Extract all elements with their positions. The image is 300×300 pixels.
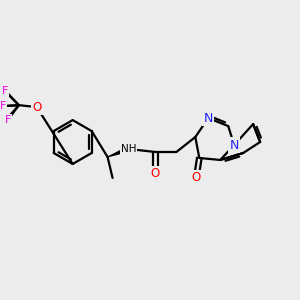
- Text: O: O: [151, 167, 160, 180]
- Text: NH: NH: [121, 144, 136, 154]
- Text: F: F: [5, 115, 11, 125]
- Text: N: N: [230, 139, 239, 152]
- Polygon shape: [107, 146, 130, 158]
- Text: O: O: [192, 171, 201, 184]
- Text: N: N: [204, 112, 213, 124]
- Text: F: F: [0, 101, 6, 111]
- Text: O: O: [32, 100, 41, 114]
- Text: F: F: [2, 86, 8, 96]
